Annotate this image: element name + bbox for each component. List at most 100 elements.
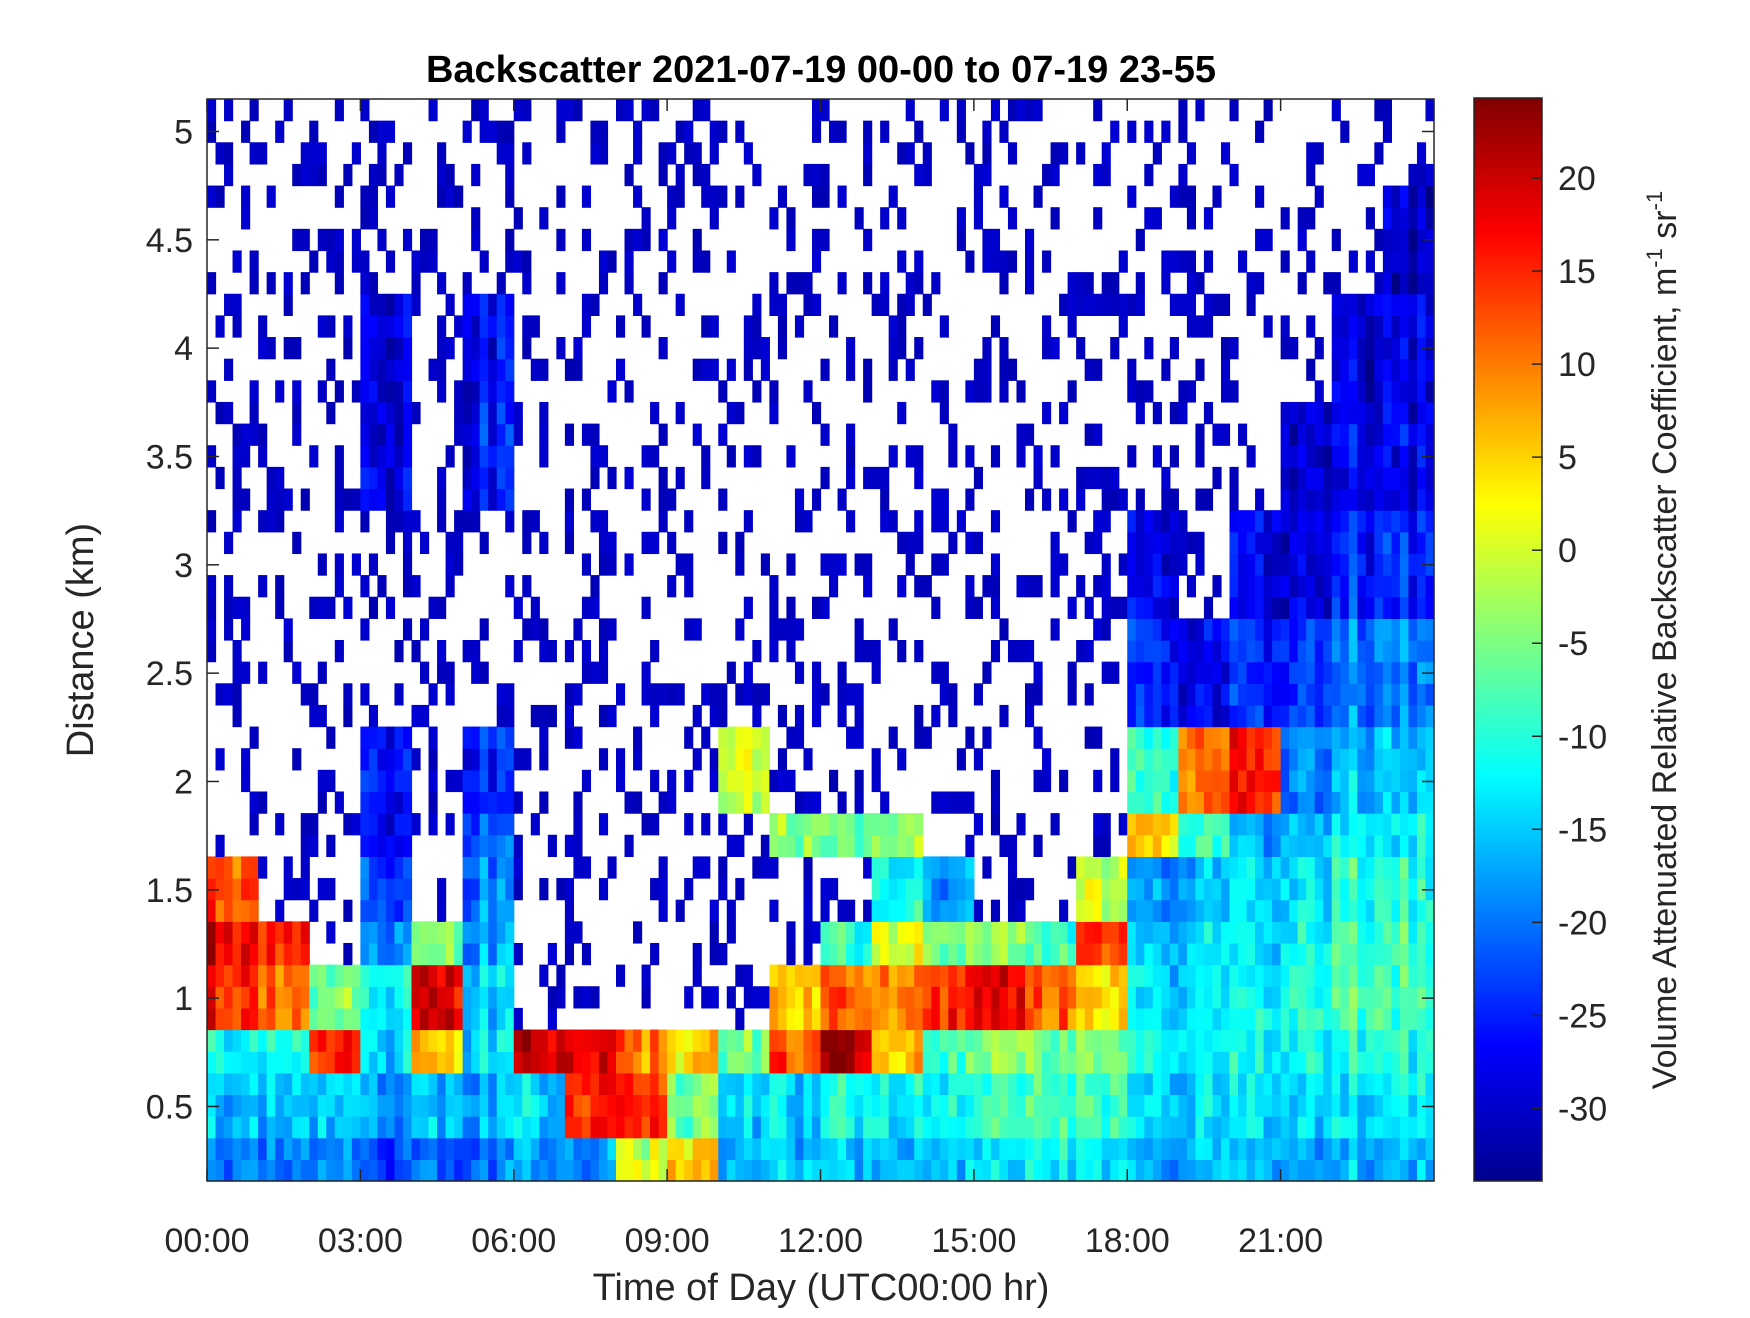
heatmap-cell: [1186, 185, 1197, 208]
heatmap-cell: [1365, 942, 1375, 966]
heatmap-cell: [1348, 358, 1358, 381]
heatmap-cell: [462, 337, 472, 360]
heatmap-cell: [939, 791, 949, 814]
heatmap-cell: [1289, 1094, 1299, 1117]
heatmap-cell: [402, 1159, 413, 1182]
heatmap-cell: [1110, 769, 1120, 793]
heatmap-cell: [854, 1137, 864, 1160]
heatmap-cell: [215, 1116, 225, 1139]
heatmap-cell: [837, 1159, 847, 1182]
heatmap-cell: [1365, 899, 1375, 922]
heatmap-cell: [283, 1051, 293, 1074]
heatmap-cell: [1093, 986, 1103, 1009]
heatmap-cell: [871, 986, 881, 1009]
heatmap-cell: [1297, 1029, 1307, 1052]
heatmap-cell: [1203, 1051, 1214, 1074]
heatmap-cell: [1076, 337, 1086, 360]
heatmap-cell: [939, 401, 949, 425]
heatmap-cell: [1186, 661, 1197, 684]
heatmap-cell: [1408, 726, 1418, 749]
heatmap-cell: [692, 1029, 702, 1052]
heatmap-cell: [266, 1137, 276, 1160]
heatmap-cell: [351, 1137, 361, 1160]
heatmap-cell: [232, 899, 242, 922]
heatmap-cell: [1416, 1029, 1427, 1052]
heatmap-cell: [471, 1007, 481, 1031]
heatmap-cell: [1382, 1137, 1392, 1160]
heatmap-cell: [820, 813, 830, 836]
heatmap-cell: [1357, 1029, 1367, 1052]
heatmap-cell: [999, 358, 1009, 381]
heatmap-cell: [530, 618, 540, 641]
heatmap-cell: [965, 834, 975, 857]
heatmap-cell: [794, 1007, 805, 1031]
heatmap-cell: [769, 1051, 779, 1074]
heatmap-cell: [888, 1137, 898, 1160]
heatmap-cell: [1016, 1029, 1026, 1052]
heatmap-cell: [1374, 748, 1384, 771]
heatmap-cell: [752, 683, 762, 706]
heatmap-cell: [846, 358, 856, 381]
heatmap-cell: [385, 120, 396, 143]
heatmap-cell: [718, 185, 728, 208]
heatmap-cell: [650, 401, 660, 425]
heatmap-cell: [1306, 683, 1316, 706]
heatmap-cell: [275, 380, 285, 403]
heatmap-cell: [786, 1029, 796, 1052]
heatmap-cell: [939, 1116, 949, 1139]
heatmap-cell: [914, 878, 924, 901]
heatmap-cell: [232, 1116, 242, 1139]
heatmap-cell: [505, 293, 515, 316]
heatmap-cell: [1229, 878, 1239, 901]
heatmap-cell: [786, 942, 796, 966]
heatmap-cell: [1391, 510, 1401, 533]
heatmap-cell: [1399, 986, 1410, 1009]
heatmap-cell: [496, 337, 506, 360]
heatmap-cell: [232, 445, 242, 468]
heatmap-cell: [454, 964, 464, 987]
heatmap-cell: [539, 791, 549, 814]
heatmap-cell: [888, 878, 898, 901]
heatmap-cell: [1033, 1051, 1043, 1074]
heatmap-cell: [1203, 748, 1214, 771]
heatmap-cell: [1229, 1137, 1239, 1160]
heatmap-cell: [1169, 769, 1179, 793]
heatmap-cell: [547, 942, 557, 966]
heatmap-cell: [811, 1072, 822, 1096]
heatmap-cell: [803, 163, 813, 187]
heatmap-cell: [437, 661, 447, 684]
heatmap-cell: [973, 185, 983, 208]
heatmap-cell: [1348, 791, 1358, 814]
heatmap-cell: [1263, 1072, 1273, 1096]
heatmap-cell: [1238, 964, 1248, 987]
heatmap-cell: [1348, 596, 1358, 619]
heatmap-cell: [360, 834, 370, 857]
heatmap-cell: [1425, 99, 1435, 122]
heatmap-cell: [1084, 466, 1094, 490]
heatmap-cell: [1374, 726, 1384, 749]
heatmap-cell: [752, 640, 762, 663]
heatmap-cell: [462, 769, 472, 793]
heatmap-cell: [897, 575, 907, 598]
heatmap-cell: [1093, 575, 1103, 598]
heatmap-cell: [931, 899, 941, 922]
heatmap-cell: [871, 661, 881, 684]
heatmap-cell: [1280, 1094, 1290, 1117]
heatmap-cell: [394, 942, 404, 966]
heatmap-cell: [829, 1007, 839, 1031]
heatmap-cell: [1306, 640, 1316, 663]
heatmap-cell: [1050, 1159, 1060, 1182]
heatmap-cell: [1263, 1137, 1273, 1160]
heatmap-cell: [479, 445, 489, 468]
heatmap-cell: [990, 510, 1001, 533]
heatmap-cell: [786, 1116, 796, 1139]
heatmap-cell: [1007, 1007, 1018, 1031]
heatmap-cell: [1416, 1094, 1427, 1117]
heatmap-cell: [1042, 748, 1052, 771]
heatmap-cell: [224, 1137, 234, 1160]
heatmap-cell: [1306, 986, 1316, 1009]
heatmap-cell: [726, 899, 736, 922]
heatmap-cell: [1127, 683, 1137, 706]
heatmap-cell: [726, 834, 736, 857]
heatmap-cell: [1042, 488, 1052, 511]
